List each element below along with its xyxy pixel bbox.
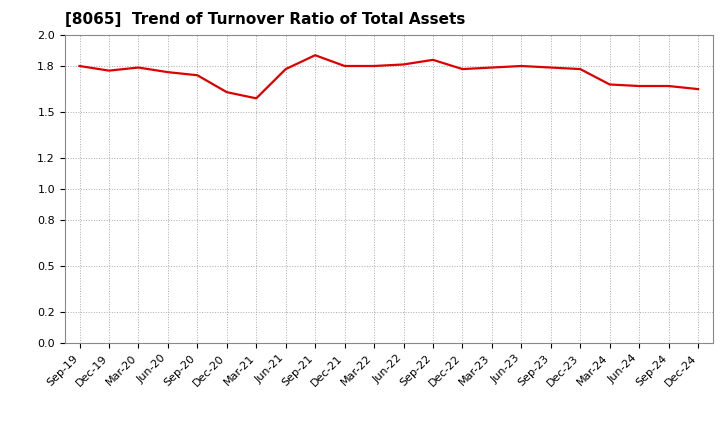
Text: [8065]  Trend of Turnover Ratio of Total Assets: [8065] Trend of Turnover Ratio of Total … [65, 12, 465, 27]
